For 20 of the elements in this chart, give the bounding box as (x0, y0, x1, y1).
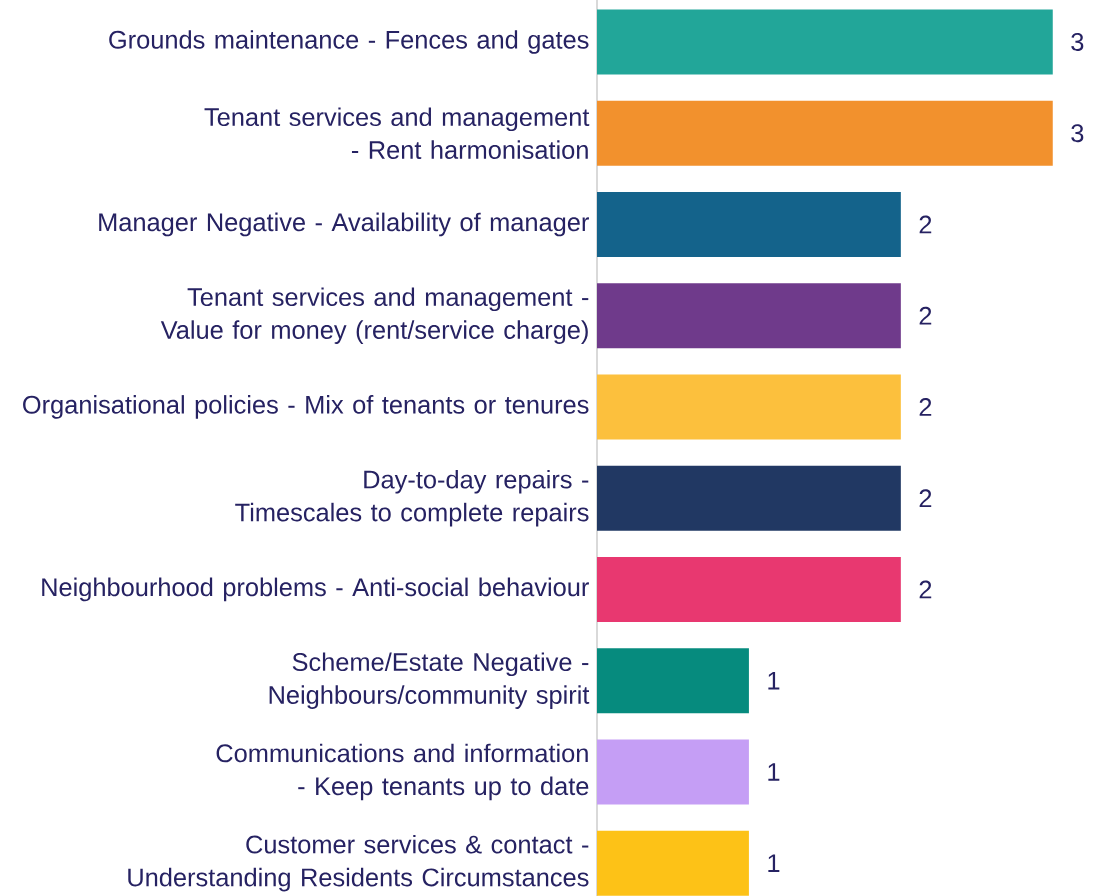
y-tick-label: Customer services & contact - Understanding Residents Circumstances (128, 834, 589, 892)
data-label: 3 (1071, 124, 1084, 143)
data-label: 2 (919, 580, 932, 599)
y-tick-label: Day-to-day repairs - Timescales to complete repairs (235, 469, 589, 527)
y-tick-label: Tenant services and management - Rent harmonisation (204, 107, 590, 159)
y-tick-label: Scheme/Estate Negative - Neighbours/community spirit (269, 652, 590, 709)
y-tick-label: Neighbourhood problems - Anti-social behaviour (42, 577, 589, 602)
data-label: 2 (919, 215, 932, 234)
y-tick-label: Tenant services and management - Value for money (rent/service charge) (160, 287, 589, 344)
data-label: 1 (768, 763, 780, 781)
data-label: 2 (919, 306, 932, 325)
data-label: 3 (1071, 32, 1084, 51)
y-tick-label: Grounds maintenance - Fences and gates (109, 30, 589, 54)
data-label: 2 (919, 398, 932, 416)
data-label: 1 (768, 854, 780, 872)
y-tick-label: Manager Negative - Availability of manager (99, 212, 589, 237)
data-label: 2 (919, 489, 932, 508)
y-tick-label: Communications and information - Keep tenants up to date (216, 743, 589, 801)
y-tick-label: Organisational policies - Mix of tenants or tenures (23, 395, 589, 419)
data-label: 1 (768, 671, 780, 690)
